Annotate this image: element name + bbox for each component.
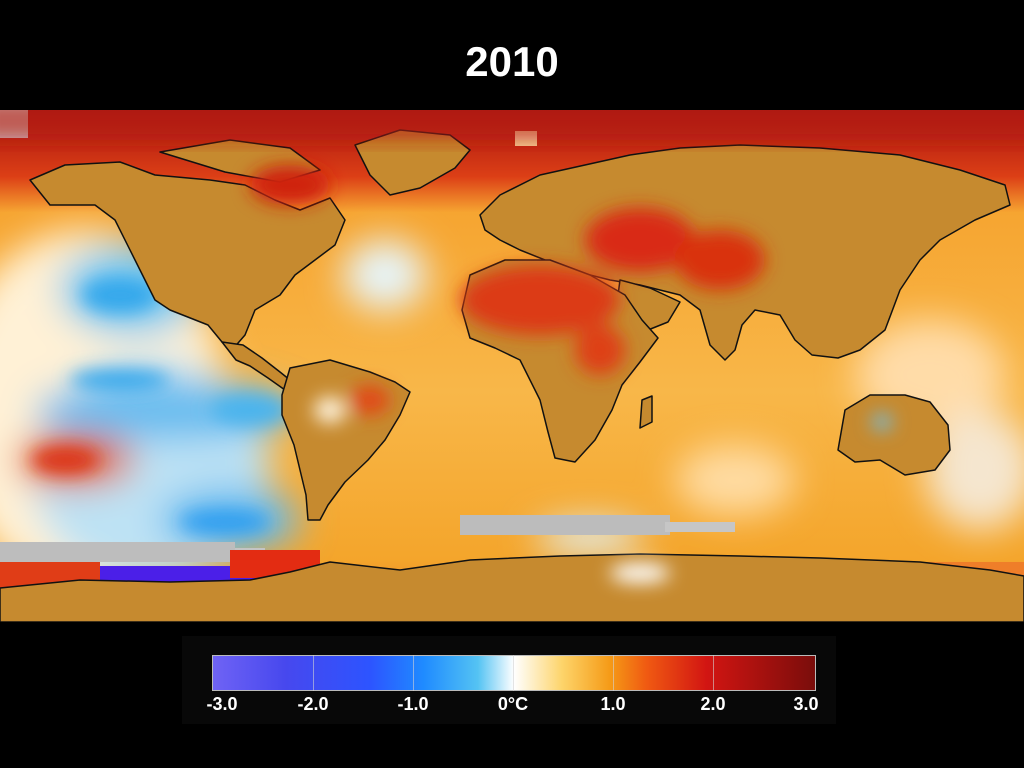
andes-neutral-patch	[314, 397, 346, 423]
central-asia-hot-anomaly	[675, 230, 765, 290]
sahara-hot-anomaly	[460, 265, 620, 335]
madagascar	[639, 395, 653, 429]
colorbar-tick-label: 0°C	[497, 694, 529, 714]
amazon-hot-anomaly	[350, 385, 390, 415]
equatorial-pacific-cool-zone	[35, 380, 295, 440]
middle-east-hot-anomaly	[585, 208, 695, 272]
colorbar-tick-label: -3.0	[206, 694, 238, 714]
antarctica-cool-patch	[610, 563, 670, 583]
equatorial-cool-strip	[70, 369, 170, 391]
colorbar-tick-label: 2.0	[700, 694, 726, 714]
east-africa-hot-anomaly	[575, 325, 625, 375]
colorbar-tick-label: -1.0	[397, 694, 429, 714]
temperature-colorbar	[212, 655, 816, 691]
colorbar-tick-label: 3.0	[793, 694, 819, 714]
year-title: 2010	[465, 38, 559, 85]
land-anomalies	[250, 165, 892, 583]
australia-cool-anomaly	[872, 414, 892, 430]
colorbar-tick-line	[313, 655, 314, 691]
colorbar-tick-label: -2.0	[297, 694, 329, 714]
arctic-anomaly-band	[0, 110, 1024, 140]
north-pacific-cool-strip	[82, 277, 158, 313]
antarctica	[0, 553, 1024, 622]
colorbar-tick-line	[513, 655, 514, 691]
colorbar-tick-label: 1.0	[600, 694, 626, 714]
south-pacific-cool-strip	[180, 510, 270, 534]
colorbar-tick-line	[713, 655, 714, 691]
east-pacific-cool-strip	[210, 395, 290, 425]
indian-ocean-neutral-zone	[675, 445, 795, 515]
north-atlantic-cool-zone	[343, 240, 427, 310]
colorbar-tick-line	[413, 655, 414, 691]
colorbar-tick-line	[613, 655, 614, 691]
australia	[837, 394, 951, 476]
pacific-warm-anomaly	[31, 446, 99, 474]
canada-hot-anomaly	[250, 165, 330, 205]
north-america	[29, 161, 346, 351]
temperature-anomaly-map	[0, 110, 1024, 622]
